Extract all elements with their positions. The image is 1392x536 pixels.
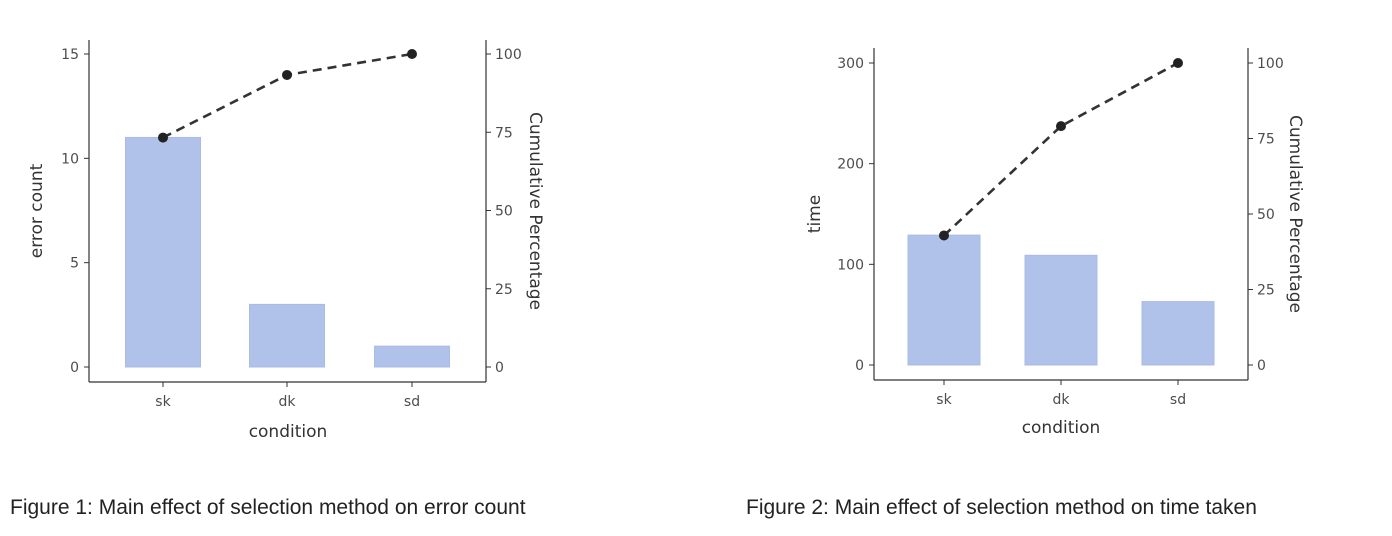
chart2-xtick-label-dk: dk — [1053, 392, 1071, 408]
chart1-y2-axis-title: Cumulative Percentage — [525, 112, 545, 310]
chart2-bar-dk — [1024, 254, 1098, 366]
chart2-ytick-label: 200 — [837, 157, 864, 173]
chart2-xtick-label-sd: sd — [1170, 392, 1186, 408]
chart1-xtick-label-sd: sd — [404, 394, 420, 410]
chart2-y2tick-label: 50 — [1257, 207, 1275, 223]
chart1-ytick-label: 5 — [70, 256, 79, 272]
chart1-cumulative-point-sk — [158, 132, 168, 143]
chart2-x-axis-title: condition — [1022, 418, 1101, 438]
chart1-ytick-label: 0 — [70, 360, 79, 376]
chart1-cumulative-point-dk — [282, 69, 292, 80]
figure-1-caption: Figure 1: Main effect of selection metho… — [10, 496, 526, 519]
chart1-xtick-label-dk: dk — [279, 394, 297, 410]
chart2-ytick-label: 300 — [837, 56, 864, 72]
chart2-cumulative-point-sd — [1173, 58, 1183, 68]
chart1-bar-sd — [374, 345, 450, 368]
chart1-bar-dk — [249, 303, 325, 368]
figure-2-caption: Figure 2: Main effect of selection metho… — [746, 496, 1257, 519]
chart2-y2tick-label: 75 — [1257, 132, 1275, 148]
chart2-bar-sd — [1141, 301, 1215, 366]
chart2-cumulative-point-dk — [1056, 121, 1066, 132]
chart1-xtick-label-sk: sk — [155, 394, 171, 410]
chart2-y2-axis-title: Cumulative Percentage — [1285, 115, 1305, 313]
chart2-y-axis-title: time — [805, 195, 825, 233]
chart1-ytick-label: 10 — [61, 151, 79, 167]
chart2-bar-sk — [907, 234, 981, 366]
chart2-ytick-label: 100 — [837, 257, 864, 273]
chart2-y2tick-label: 0 — [1257, 358, 1266, 374]
chart1-y-axis-title: error count — [27, 163, 47, 258]
chart2-ytick-label: 0 — [855, 358, 864, 374]
chart1-y2tick-label: 100 — [495, 47, 522, 63]
chart1-cumulative-point-sd — [407, 49, 417, 59]
chart1-x-axis-title: condition — [249, 422, 328, 442]
figure-2-pareto-chart: 0 100 200 300 0 25 50 75 100 sk dk sd condition time C… — [805, 48, 1305, 438]
chart1-y2tick-label: 25 — [495, 282, 513, 298]
figure-1-pareto-chart: 0 5 10 15 0 25 50 75 100 sk dk sd condition error cou… — [27, 40, 545, 442]
chart2-cumulative-line — [943, 61, 1179, 237]
chart1-y2tick-label: 0 — [495, 360, 504, 376]
chart2-y2tick-label: 25 — [1257, 283, 1275, 299]
chart1-y2tick-label: 75 — [495, 125, 513, 141]
chart1-bar-sk — [125, 136, 201, 368]
chart2-cumulative-point-sk — [939, 230, 949, 241]
chart2-y2tick-label: 100 — [1257, 56, 1284, 72]
chart2-xtick-label-sk: sk — [936, 392, 952, 408]
chart1-ytick-label: 15 — [61, 47, 79, 63]
chart1-y2tick-label: 50 — [495, 204, 513, 220]
chart1-cumulative-line — [162, 52, 413, 139]
